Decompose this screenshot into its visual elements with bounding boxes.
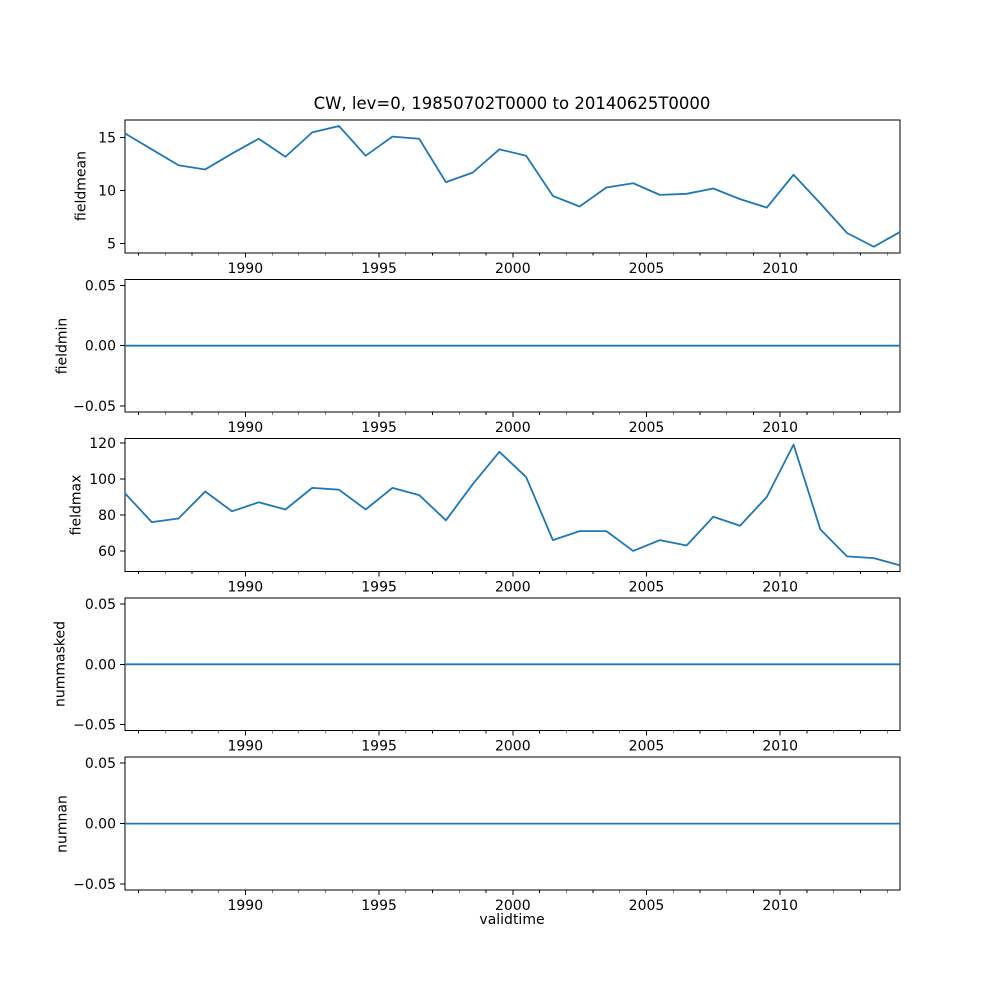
x-tick-label: 2005 [629, 420, 665, 436]
data-line-fieldmax [124, 443, 901, 567]
x-tick-label: 2010 [762, 579, 798, 595]
y-tick-label: 80 [98, 508, 116, 524]
x-tick-label: 1995 [361, 261, 397, 277]
x-tick-label: 1995 [361, 739, 397, 755]
y-axis-label-nummasked: nummasked [52, 620, 69, 708]
subplot-fieldmean: 1990 1995 2000 2005 2010 5 10 15 [98, 119, 901, 277]
data-line-fieldmean [124, 125, 901, 248]
x-tick-label: 1990 [227, 579, 263, 595]
y-tick-label: 0.05 [85, 278, 116, 294]
y-axis-label-fieldmax: fieldmax [68, 474, 85, 536]
y-tick-label: 60 [98, 544, 116, 560]
x-tick-label: 1990 [227, 898, 263, 914]
y-tick-label: 0.00 [85, 339, 116, 355]
x-tick-label: 2005 [629, 579, 665, 595]
x-minor-ticks [138, 252, 888, 256]
x-tick-label: 1995 [361, 579, 397, 595]
y-tick-label: 5 [107, 237, 116, 253]
y-tick-label: −0.05 [73, 877, 116, 893]
y-axis-label-fieldmin: fieldmin [54, 317, 71, 375]
chart-title: CW, lev=0, 19850702T0000 to 20140625T000… [313, 94, 711, 113]
x-tick-label: 2000 [495, 420, 531, 436]
y-tick-label: −0.05 [73, 399, 116, 415]
x-tick-label: 1990 [227, 420, 263, 436]
x-tick-label: 1990 [227, 261, 263, 277]
x-tick-label: 2000 [495, 579, 531, 595]
subplot-numnan: 1990 1995 2000 2005 2010 −0.05 0.00 0.05 [73, 756, 901, 914]
y-tick-label: 0.00 [85, 817, 116, 833]
y-tick-label: 120 [89, 436, 116, 452]
subplot-fieldmin: 1990 1995 2000 2005 2010 −0.05 0.00 0.05 [73, 278, 901, 436]
y-tick-label: 10 [98, 184, 116, 200]
x-tick-label: 2005 [629, 739, 665, 755]
x-tick-label: 1995 [361, 898, 397, 914]
y-tick-label: 0.00 [85, 657, 116, 673]
y-tick-label: −0.05 [73, 718, 116, 734]
x-tick-label: 2010 [762, 898, 798, 914]
x-minor-ticks [138, 412, 888, 415]
y-tick-label: 15 [98, 131, 116, 147]
x-tick-label: 2000 [495, 261, 531, 277]
x-tick-label: 2005 [629, 261, 665, 277]
y-tick-label: 0.05 [85, 597, 116, 613]
y-axis-label-fieldmean: fieldmean [73, 151, 90, 221]
y-tick-label: 0.05 [85, 756, 116, 772]
x-tick-label: 2000 [495, 898, 531, 914]
x-minor-ticks [138, 890, 888, 893]
axes-spines [124, 438, 901, 572]
x-tick-label: 2010 [762, 261, 798, 277]
x-tick-label: 2000 [495, 739, 531, 755]
x-minor-ticks [138, 730, 888, 734]
y-tick-label: 100 [89, 472, 116, 488]
x-minor-ticks [138, 571, 888, 575]
x-tick-label: 1995 [361, 420, 397, 436]
x-tick-label: 2010 [762, 420, 798, 436]
x-tick-label: 2010 [762, 739, 798, 755]
subplot-nummasked: 1990 1995 2000 2005 2010 −0.05 0.00 0.05 [73, 597, 901, 755]
y-axis-label-numnan: numnan [54, 795, 71, 853]
x-tick-label: 1990 [227, 739, 263, 755]
x-tick-label: 2005 [629, 898, 665, 914]
x-axis-label: validtime [479, 912, 545, 928]
subplot-fieldmax: 1990 1995 2000 2005 2010 60 80 100 120 [89, 436, 901, 595]
